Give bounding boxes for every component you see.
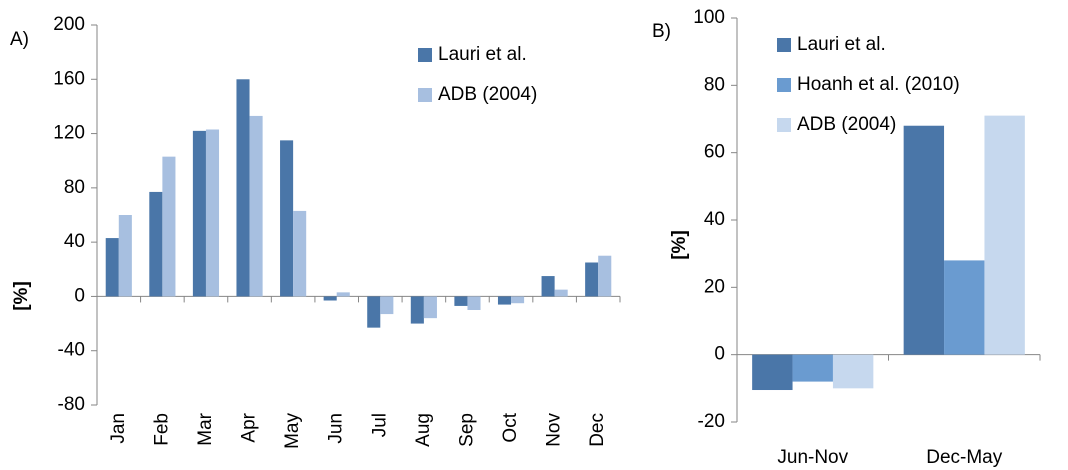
x-tick-label: Jul [369,413,390,437]
y-tick-label: 40 [64,231,85,252]
bar [249,115,263,297]
bar [497,296,512,305]
bar [380,296,394,315]
bar [467,296,481,310]
legend-swatch [418,48,432,62]
legend-swatch [418,88,432,102]
bar [192,130,206,297]
bar [423,296,437,319]
y-axis-label: [%] [11,281,32,311]
bar [598,255,612,297]
bar [280,140,294,297]
bar [454,296,468,306]
legend-label: Lauri et al. [438,44,527,65]
y-tick-label: -80 [58,394,85,415]
x-tick-label: Jan [108,413,129,444]
bar [541,276,555,297]
bar [984,115,1025,355]
y-tick-label: 40 [704,209,725,230]
panel-label: B) [652,21,671,42]
bar [554,289,568,297]
bar [903,125,945,355]
bar [367,296,381,328]
y-tick-label: 0 [74,285,85,306]
x-tick-label: Mar [195,412,216,445]
y-tick-label: -40 [58,340,85,361]
legend-label: ADB (2004) [438,84,537,105]
bar [162,156,176,297]
bar [832,354,874,389]
panel-label: A) [10,29,29,50]
y-tick-label: 100 [693,7,725,28]
bar [293,210,307,297]
bar [336,292,350,297]
x-tick-label: Feb [151,413,172,446]
x-tick-label: Aug [413,413,434,447]
x-tick-label: Nov [544,413,565,447]
bar [118,215,132,297]
x-tick-label: May [282,413,303,449]
y-tick-label: 200 [53,14,85,35]
y-axis-label: [%] [669,230,690,260]
y-tick-label: 80 [704,74,725,95]
bar [944,260,985,355]
y-tick-label: 80 [64,177,85,198]
y-tick-label: 0 [714,344,725,365]
x-tick-label: Dec-May [926,447,1003,468]
x-tick-label: Apr [239,412,260,442]
bar [752,354,793,391]
legend-swatch [777,78,791,92]
bar [792,354,833,382]
bar [149,191,163,297]
y-tick-label: -20 [698,411,725,432]
bar [205,129,220,297]
y-tick-label: 120 [53,123,85,144]
legend-swatch [777,38,791,52]
legend-label: Lauri et al. [797,34,886,55]
y-tick-label: 60 [704,142,725,163]
bar [511,296,525,304]
y-tick-label: 20 [704,276,725,297]
x-tick-label: Dec [587,413,608,447]
legend-label: Hoanh et al. (2010) [797,74,960,95]
legend-swatch [777,118,791,132]
bar [410,296,424,324]
x-tick-label: Oct [500,412,521,442]
x-tick-label: Jun-Nov [777,447,848,468]
legend-label: ADB (2004) [797,114,896,135]
bar [323,296,337,301]
x-tick-label: Jun [326,413,347,444]
x-tick-label: Sep [456,413,477,447]
bar [105,238,119,297]
bar [236,79,250,297]
bar [585,262,599,297]
y-tick-label: 160 [53,68,85,89]
